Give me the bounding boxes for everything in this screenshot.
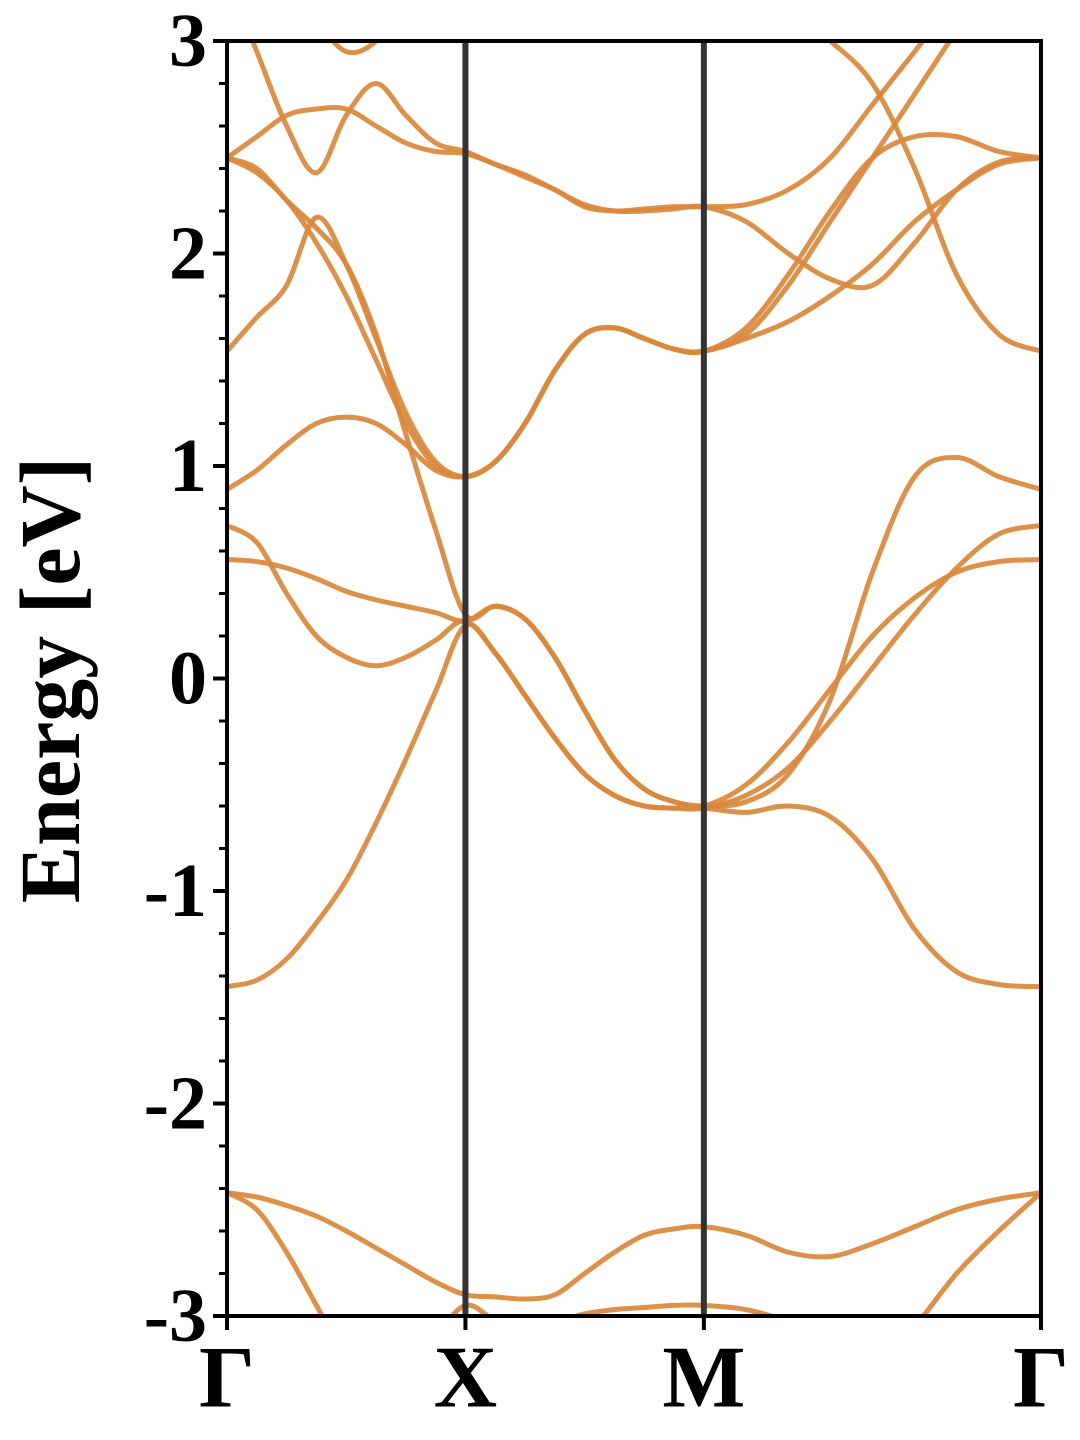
y-tick-label: 0 — [169, 637, 207, 721]
x-tick-label: M — [662, 1330, 745, 1427]
y-tick-label: 1 — [169, 424, 207, 508]
x-tick-label: Γ — [199, 1330, 255, 1427]
band-line — [227, 41, 953, 480]
plot-area — [227, 41, 1041, 1316]
band-line — [227, 155, 1041, 809]
y-tick-label: 2 — [169, 212, 207, 296]
band-line — [249, 41, 1041, 291]
y-tick-label: -2 — [144, 1062, 207, 1146]
x-tick-label: Γ — [1013, 1330, 1069, 1427]
y-tick-label: -1 — [144, 849, 207, 933]
band-line — [227, 523, 1041, 812]
y-axis-label: Energy [eV] — [2, 457, 98, 904]
y-tick-label: 3 — [169, 0, 207, 83]
band-line — [329, 41, 1041, 354]
plot-frame — [225, 39, 1043, 1318]
band-line — [227, 1190, 1041, 1302]
x-tick-label: X — [434, 1330, 498, 1427]
band-line — [227, 557, 1041, 810]
band-line — [227, 1190, 1041, 1316]
y-tick-label: -3 — [144, 1274, 207, 1358]
